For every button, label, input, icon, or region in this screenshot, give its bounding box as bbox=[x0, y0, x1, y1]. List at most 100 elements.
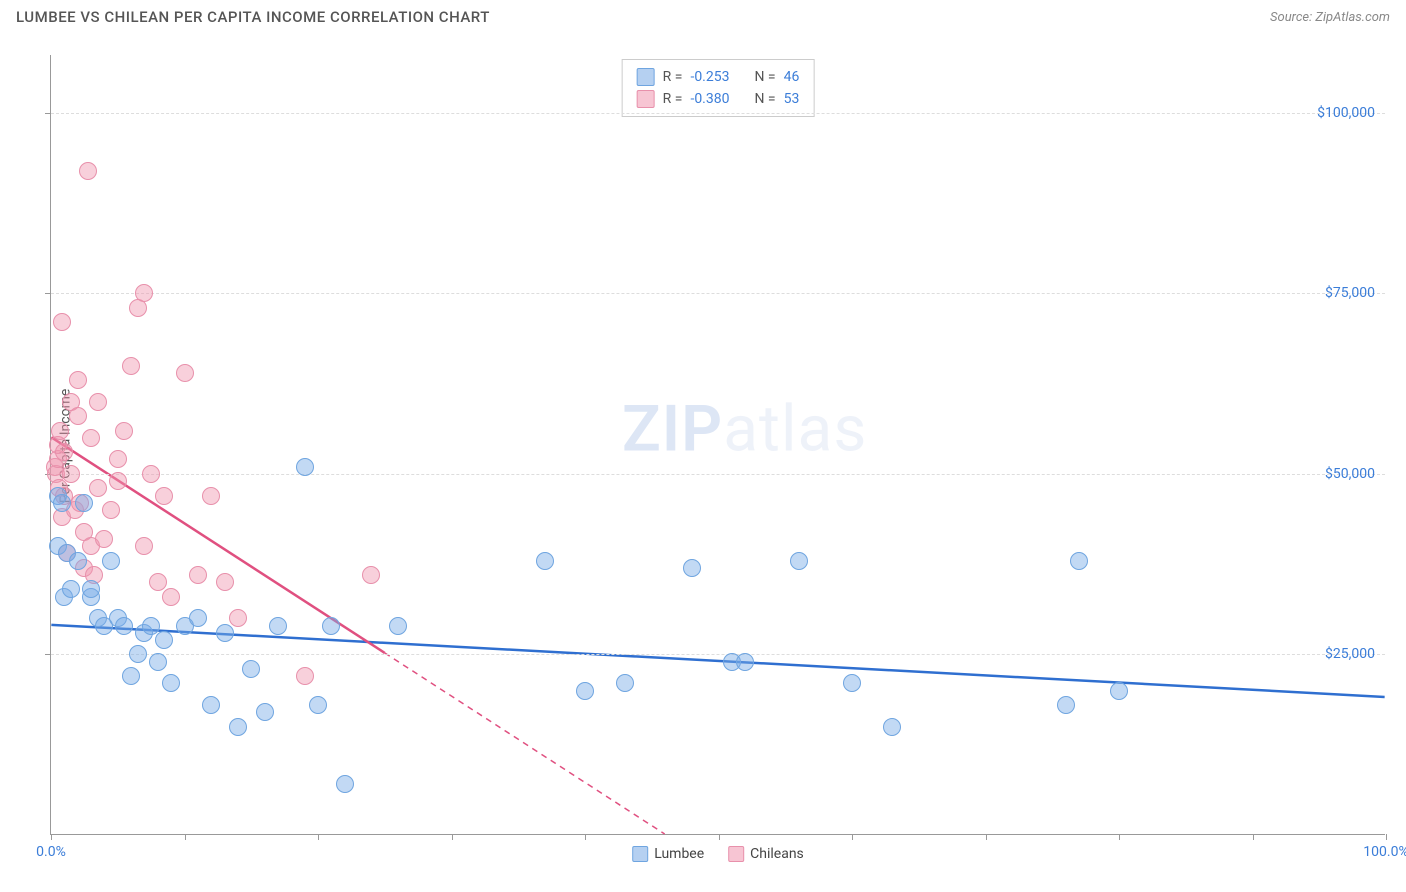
y-tick bbox=[45, 113, 51, 114]
data-point-chileans bbox=[69, 371, 87, 389]
data-point-lumbee bbox=[883, 718, 901, 736]
legend-r-value: -0.253 bbox=[690, 69, 746, 85]
y-tick-label: $50,000 bbox=[1325, 466, 1375, 482]
data-point-lumbee bbox=[122, 667, 140, 685]
data-point-chileans bbox=[142, 465, 160, 483]
legend-row: R =-0.253N =46 bbox=[637, 66, 800, 88]
data-point-lumbee bbox=[82, 580, 100, 598]
correlation-legend: R =-0.253N =46R =-0.380N =53 bbox=[622, 59, 815, 117]
data-point-lumbee bbox=[1110, 682, 1128, 700]
data-point-lumbee bbox=[576, 682, 594, 700]
data-point-chileans bbox=[362, 566, 380, 584]
data-point-lumbee bbox=[322, 617, 340, 635]
data-point-chileans bbox=[51, 422, 69, 440]
data-point-lumbee bbox=[229, 718, 247, 736]
chart-source: Source: ZipAtlas.com bbox=[1270, 10, 1390, 25]
series-legend-item: Lumbee bbox=[632, 846, 704, 862]
series-legend: Lumbee Chileans bbox=[632, 846, 804, 862]
x-tick bbox=[51, 834, 52, 840]
data-point-lumbee bbox=[142, 617, 160, 635]
watermark-zip: ZIP bbox=[622, 391, 723, 466]
data-point-chileans bbox=[155, 487, 173, 505]
data-point-lumbee bbox=[53, 494, 71, 512]
data-point-lumbee bbox=[242, 660, 260, 678]
data-point-chileans bbox=[89, 393, 107, 411]
data-point-chileans bbox=[216, 573, 234, 591]
data-point-chileans bbox=[109, 450, 127, 468]
x-tick bbox=[852, 834, 853, 840]
data-point-lumbee bbox=[843, 674, 861, 692]
legend-r-label: R = bbox=[663, 91, 683, 107]
data-point-chileans bbox=[122, 357, 140, 375]
data-point-chileans bbox=[109, 472, 127, 490]
chart-title: LUMBEE VS CHILEAN PER CAPITA INCOME CORR… bbox=[16, 8, 490, 26]
x-tick bbox=[185, 834, 186, 840]
data-point-lumbee bbox=[336, 775, 354, 793]
data-point-lumbee bbox=[62, 580, 80, 598]
data-point-chileans bbox=[189, 566, 207, 584]
data-point-lumbee bbox=[69, 552, 87, 570]
data-point-lumbee bbox=[296, 458, 314, 476]
data-point-chileans bbox=[79, 162, 97, 180]
data-point-lumbee bbox=[256, 703, 274, 721]
data-point-lumbee bbox=[1070, 552, 1088, 570]
data-point-lumbee bbox=[1057, 696, 1075, 714]
data-point-chileans bbox=[229, 609, 247, 627]
data-point-lumbee bbox=[202, 696, 220, 714]
x-tick bbox=[318, 834, 319, 840]
legend-n-label: N = bbox=[754, 91, 775, 107]
x-tick-label: 0.0% bbox=[36, 844, 66, 860]
gridline-h bbox=[51, 293, 1385, 294]
x-tick bbox=[1253, 834, 1254, 840]
data-point-lumbee bbox=[155, 631, 173, 649]
data-point-lumbee bbox=[189, 609, 207, 627]
y-tick-label: $100,000 bbox=[1317, 105, 1375, 121]
data-point-chileans bbox=[162, 588, 180, 606]
x-tick bbox=[1119, 834, 1120, 840]
legend-swatch bbox=[632, 846, 648, 862]
data-point-lumbee bbox=[102, 552, 120, 570]
series-legend-label: Chileans bbox=[750, 846, 804, 862]
data-point-chileans bbox=[202, 487, 220, 505]
x-tick bbox=[1386, 834, 1387, 840]
data-point-lumbee bbox=[536, 552, 554, 570]
data-point-chileans bbox=[135, 537, 153, 555]
data-point-lumbee bbox=[129, 645, 147, 663]
x-tick bbox=[986, 834, 987, 840]
x-tick-label: 100.0% bbox=[1363, 844, 1406, 860]
series-legend-item: Chileans bbox=[728, 846, 804, 862]
data-point-chileans bbox=[102, 501, 120, 519]
y-tick-label: $25,000 bbox=[1325, 646, 1375, 662]
y-tick bbox=[45, 654, 51, 655]
data-point-chileans bbox=[89, 479, 107, 497]
data-point-lumbee bbox=[616, 674, 634, 692]
series-legend-label: Lumbee bbox=[654, 846, 704, 862]
legend-row: R = -0.380 N = 53 bbox=[637, 88, 800, 110]
data-point-lumbee bbox=[75, 494, 93, 512]
data-point-lumbee bbox=[389, 617, 407, 635]
data-point-lumbee bbox=[309, 696, 327, 714]
data-point-chileans bbox=[149, 573, 167, 591]
data-point-chileans bbox=[55, 443, 73, 461]
data-point-chileans bbox=[69, 407, 87, 425]
legend-swatch bbox=[728, 846, 744, 862]
x-tick bbox=[452, 834, 453, 840]
data-point-lumbee bbox=[162, 674, 180, 692]
data-point-chileans bbox=[82, 429, 100, 447]
y-tick-label: $75,000 bbox=[1325, 285, 1375, 301]
chart-header: LUMBEE VS CHILEAN PER CAPITA INCOME CORR… bbox=[0, 0, 1406, 30]
chart-plot-area: ZIPatlas R =-0.253N =46R =-0.380N =53 Lu… bbox=[50, 55, 1385, 835]
gridline-h bbox=[51, 654, 1385, 655]
data-point-lumbee bbox=[115, 617, 133, 635]
trend-lines-svg bbox=[51, 55, 1385, 834]
x-tick bbox=[585, 834, 586, 840]
legend-r-label: R = bbox=[663, 69, 683, 85]
data-point-lumbee bbox=[790, 552, 808, 570]
legend-r-value: -0.380 bbox=[690, 91, 746, 107]
data-point-lumbee bbox=[149, 653, 167, 671]
legend-n-value: 53 bbox=[784, 91, 800, 107]
data-point-chileans bbox=[53, 313, 71, 331]
data-point-lumbee bbox=[683, 559, 701, 577]
watermark: ZIPatlas bbox=[622, 391, 867, 466]
legend-n-label: N = bbox=[754, 69, 775, 85]
